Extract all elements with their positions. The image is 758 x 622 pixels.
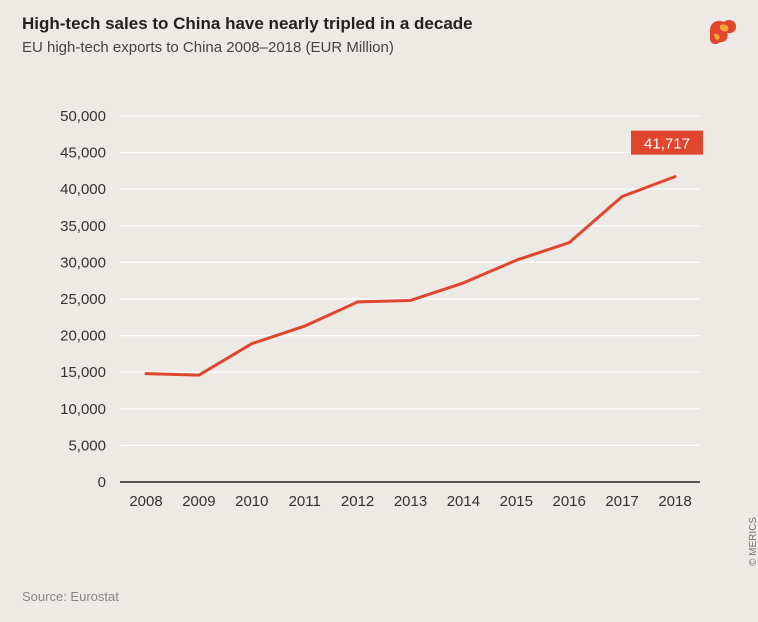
x-tick-label: 2016 xyxy=(553,493,586,510)
source-note: Source: Eurostat xyxy=(22,589,119,604)
y-tick-label: 5,000 xyxy=(68,437,106,454)
y-tick-label: 0 xyxy=(98,474,106,491)
x-tick-label: 2018 xyxy=(658,493,691,510)
x-tick-label: 2008 xyxy=(129,493,162,510)
x-tick-label: 2014 xyxy=(447,493,480,510)
x-tick-label: 2015 xyxy=(500,493,533,510)
y-tick-label: 40,000 xyxy=(60,181,106,198)
value-callout xyxy=(631,130,703,155)
merics-logo-icon xyxy=(710,20,737,45)
y-tick-label: 10,000 xyxy=(60,401,106,418)
x-tick-label: 2013 xyxy=(394,493,427,510)
x-tick-label: 2017 xyxy=(605,493,638,510)
y-tick-label: 20,000 xyxy=(60,328,106,345)
y-tick-label: 30,000 xyxy=(60,254,106,271)
value-callout-label: 41,717 xyxy=(644,136,690,153)
x-tick-label: 2011 xyxy=(289,493,321,510)
chart-title: High-tech sales to China have nearly tri… xyxy=(22,14,473,33)
chart-subtitle: EU high-tech exports to China 2008–2018 … xyxy=(22,39,394,56)
x-tick-label: 2009 xyxy=(182,493,215,510)
series-line xyxy=(144,175,677,377)
copyright-note: © MERICS xyxy=(748,516,758,566)
x-tick-label: 2010 xyxy=(235,493,268,510)
y-tick-label: 35,000 xyxy=(60,218,106,235)
y-tick-label: 45,000 xyxy=(60,145,106,162)
y-tick-label: 15,000 xyxy=(60,364,106,381)
x-tick-label: 2012 xyxy=(341,493,374,510)
y-tick-label: 50,000 xyxy=(60,108,106,125)
y-tick-label: 25,000 xyxy=(60,291,106,308)
